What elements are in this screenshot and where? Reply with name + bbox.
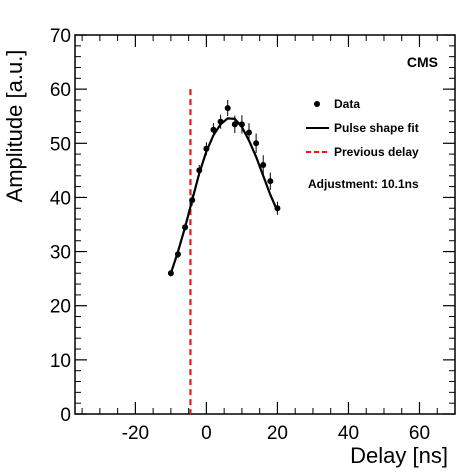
fit-curve-layer: [169, 117, 279, 274]
legend-previous-delay-label: Previous delay: [334, 145, 419, 159]
data-point: [182, 224, 189, 231]
data-point: [167, 270, 174, 277]
data-points-layer: [167, 99, 281, 277]
data-point: [260, 161, 267, 168]
data-point: [217, 118, 224, 125]
pulse-shape-fit-curve: [169, 117, 279, 274]
x-axis-title: Delay [ns]: [350, 443, 448, 468]
x-tick-label: 20: [267, 423, 288, 444]
y-tick-label: 70: [50, 26, 71, 47]
data-point: [189, 197, 196, 204]
axes-layer: 0 10 20 30 40 50 60 70 -20 0 20 40 60: [50, 26, 456, 444]
data-point: [224, 105, 231, 112]
y-tick-label: 10: [50, 351, 71, 372]
data-point: [238, 121, 245, 128]
data-point: [246, 129, 253, 136]
x-tick-label: -20: [122, 423, 149, 444]
data-point: [196, 167, 203, 174]
data-point: [203, 145, 210, 152]
data-point: [274, 205, 281, 212]
data-point: [231, 121, 238, 128]
data-point: [210, 126, 217, 133]
experiment-label: CMS: [407, 54, 438, 70]
y-tick-label: 0: [60, 405, 71, 426]
data-point: [267, 178, 274, 185]
y-tick-label: 50: [50, 134, 71, 155]
plot-area-border: [74, 34, 456, 415]
adjustment-annotation: Adjustment: 10.1ns: [308, 177, 419, 191]
y-tick-label: 40: [50, 188, 71, 209]
legend-data-marker: [314, 101, 320, 107]
y-tick-label: 60: [50, 80, 71, 101]
x-tick-label: 0: [201, 423, 212, 444]
plot-frame: [74, 34, 456, 415]
legend: Data Pulse shape fit Previous delay: [306, 97, 419, 159]
y-axis-title: Amplitude [a.u.]: [2, 50, 27, 203]
x-tick-label: 60: [409, 423, 430, 444]
legend-fit-label: Pulse shape fit: [334, 121, 419, 135]
data-point: [253, 140, 260, 147]
y-tick-label: 20: [50, 297, 71, 318]
legend-data-label: Data: [334, 97, 360, 111]
y-tick-label: 30: [50, 243, 71, 264]
x-tick-label: 40: [338, 423, 359, 444]
data-point: [174, 251, 181, 258]
